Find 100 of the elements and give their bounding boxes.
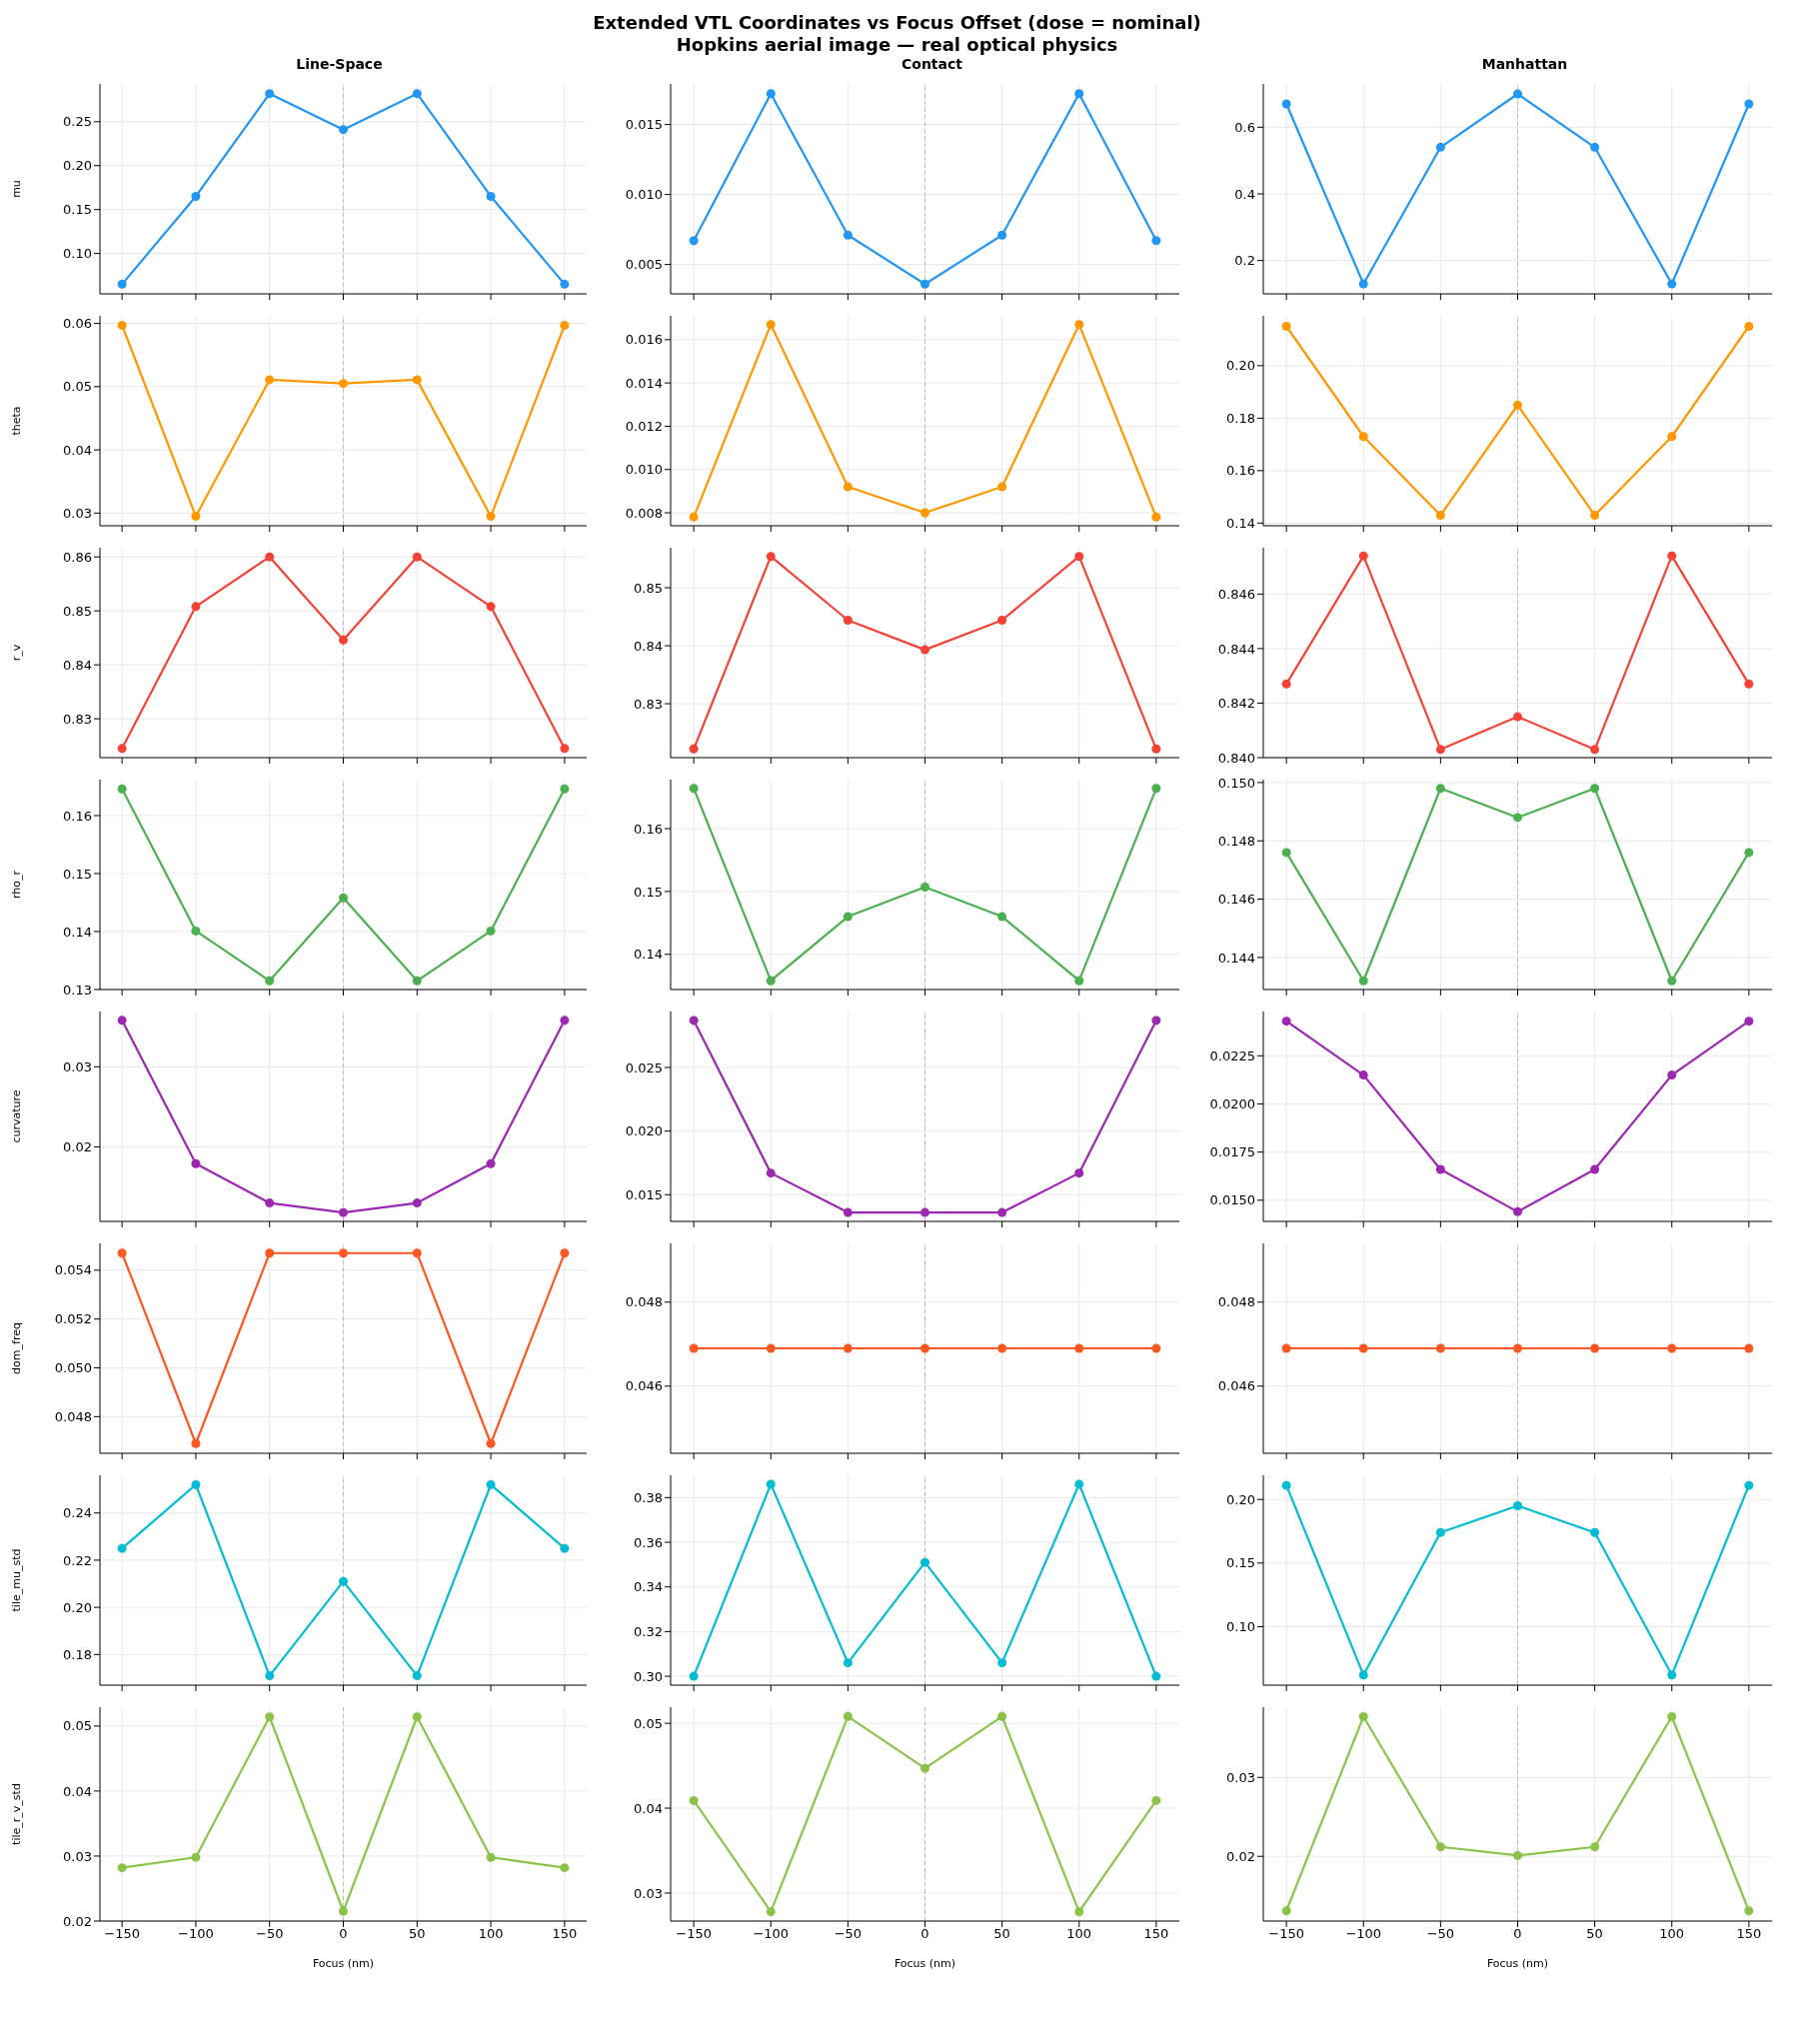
y-tick-label: 0.14: [1226, 515, 1255, 531]
y-tick-label: 0.046: [625, 1378, 663, 1394]
y-tick-label: 0.2: [1234, 253, 1255, 269]
y-tick-label: 0.22: [63, 1552, 92, 1568]
y-tick-label: 0.24: [63, 1505, 92, 1521]
y-tick-label: 0.84: [634, 638, 663, 654]
y-tick-label: 0.03: [63, 505, 92, 521]
y-tick-label: 0.83: [63, 711, 92, 727]
chart-title: Manhattan: [1480, 56, 1569, 74]
y-tick-label: 0.6: [1234, 119, 1255, 135]
y-tick-label: 0.18: [1226, 410, 1255, 426]
chart-title: Line-Space: [295, 56, 384, 74]
y-tick-label: 0.03: [63, 1848, 92, 1864]
y-tick-label: 0.16: [634, 821, 663, 837]
y-axis-title: curvature: [9, 1089, 23, 1143]
y-tick-label: 0.05: [63, 1718, 92, 1734]
y-tick-label: 0.025: [625, 1059, 663, 1075]
y-tick-label: 0.85: [634, 580, 663, 596]
y-tick-label: 0.18: [63, 1646, 92, 1662]
y-axis-title: tile_mu_std: [9, 1548, 23, 1612]
y-tick-label: 0.03: [63, 1058, 92, 1074]
y-tick-label: 0.010: [625, 462, 663, 478]
x-tick-label: 50: [993, 1926, 1010, 1942]
y-tick-label: 0.048: [625, 1294, 663, 1310]
x-tick-label: −50: [255, 1926, 284, 1942]
y-tick-label: 0.016: [625, 332, 663, 348]
y-tick-label: 0.30: [634, 1668, 663, 1684]
y-tick-label: 0.052: [54, 1311, 92, 1327]
x-tick-label: 100: [1659, 1926, 1685, 1942]
x-axis-title: Focus (nm): [312, 1957, 375, 1970]
y-tick-label: 0.36: [634, 1534, 663, 1550]
x-tick-label: 100: [478, 1926, 504, 1942]
y-tick-label: 0.048: [1217, 1294, 1255, 1310]
text: Hopkins aerial image — real optical physics: [675, 34, 1119, 56]
x-axis-title: Focus (nm): [894, 1957, 956, 1970]
y-tick-label: 0.150: [1217, 775, 1255, 791]
y-axis-title: rho_r: [9, 870, 23, 900]
y-tick-label: 0.14: [63, 924, 92, 940]
y-tick-label: 0.0200: [1209, 1096, 1255, 1112]
x-tick-label: −100: [178, 1926, 214, 1942]
y-axis-title: tile_r_v_std: [9, 1783, 23, 1845]
x-tick-label: 150: [1736, 1926, 1762, 1942]
y-axis-title: theta: [9, 406, 23, 436]
x-tick-label: −150: [676, 1926, 712, 1942]
x-tick-label: 0: [1513, 1926, 1522, 1942]
x-tick-label: 150: [1143, 1926, 1169, 1942]
y-tick-label: 0.04: [63, 442, 92, 458]
x-axis-title: Focus (nm): [1486, 1957, 1549, 1970]
y-tick-label: 0.15: [63, 202, 92, 218]
y-tick-label: 0.20: [63, 158, 92, 174]
y-tick-label: 0.38: [634, 1489, 663, 1505]
y-tick-label: 0.840: [1217, 750, 1255, 766]
y-tick-label: 0.83: [634, 696, 663, 712]
y-tick-label: 0.846: [1217, 586, 1255, 602]
y-tick-label: 0.06: [63, 316, 92, 332]
y-tick-label: 0.15: [634, 884, 663, 900]
y-tick-label: 0.010: [625, 187, 663, 203]
y-tick-label: 0.10: [63, 246, 92, 262]
y-tick-label: 0.84: [63, 657, 92, 673]
y-tick-label: 0.03: [1226, 1769, 1255, 1785]
y-tick-label: 0.054: [54, 1262, 92, 1278]
y-tick-label: 0.14: [634, 947, 663, 963]
y-tick-label: 0.014: [625, 375, 663, 391]
y-axis-title: mu: [9, 180, 23, 198]
y-tick-label: 0.20: [1226, 358, 1255, 374]
y-tick-label: 0.844: [1217, 641, 1255, 657]
y-axis-title: r_v: [9, 644, 23, 662]
x-tick-label: 150: [552, 1926, 578, 1942]
x-tick-label: −100: [753, 1926, 790, 1942]
y-tick-label: 0.144: [1217, 950, 1255, 966]
y-tick-label: 0.146: [1217, 892, 1255, 908]
y-tick-label: 0.0175: [1209, 1144, 1255, 1160]
y-tick-label: 0.048: [54, 1408, 92, 1424]
y-tick-label: 0.0150: [1209, 1192, 1255, 1208]
y-tick-label: 0.13: [63, 982, 92, 998]
y-tick-label: 0.25: [63, 114, 92, 130]
y-tick-label: 0.008: [625, 505, 663, 521]
y-tick-label: 0.005: [625, 257, 663, 273]
x-tick-label: −50: [1426, 1926, 1455, 1942]
y-tick-label: 0.32: [634, 1624, 663, 1639]
y-tick-label: 0.15: [1226, 1555, 1255, 1571]
text: Extended VTL Coordinates vs Focus Offset (dose = nominal): [592, 12, 1202, 34]
y-tick-label: 0.0225: [1209, 1047, 1255, 1063]
y-tick-label: 0.04: [634, 1800, 663, 1816]
x-tick-label: −150: [1268, 1926, 1304, 1942]
y-tick-label: 0.05: [634, 1715, 663, 1731]
x-tick-label: −50: [834, 1926, 863, 1942]
y-tick-label: 0.012: [625, 419, 663, 435]
y-tick-label: 0.20: [63, 1599, 92, 1615]
x-tick-label: 100: [1066, 1926, 1092, 1942]
x-tick-label: −150: [104, 1926, 140, 1942]
y-tick-label: 0.842: [1217, 696, 1255, 712]
x-tick-label: −100: [1345, 1926, 1382, 1942]
y-tick-label: 0.16: [1226, 463, 1255, 479]
x-tick-label: 50: [1586, 1926, 1603, 1942]
y-tick-label: 0.85: [63, 603, 92, 619]
x-tick-label: 0: [920, 1926, 929, 1942]
y-axis-title: dom_freq: [9, 1322, 23, 1374]
y-tick-label: 0.20: [1226, 1491, 1255, 1507]
y-tick-label: 0.04: [63, 1783, 92, 1799]
